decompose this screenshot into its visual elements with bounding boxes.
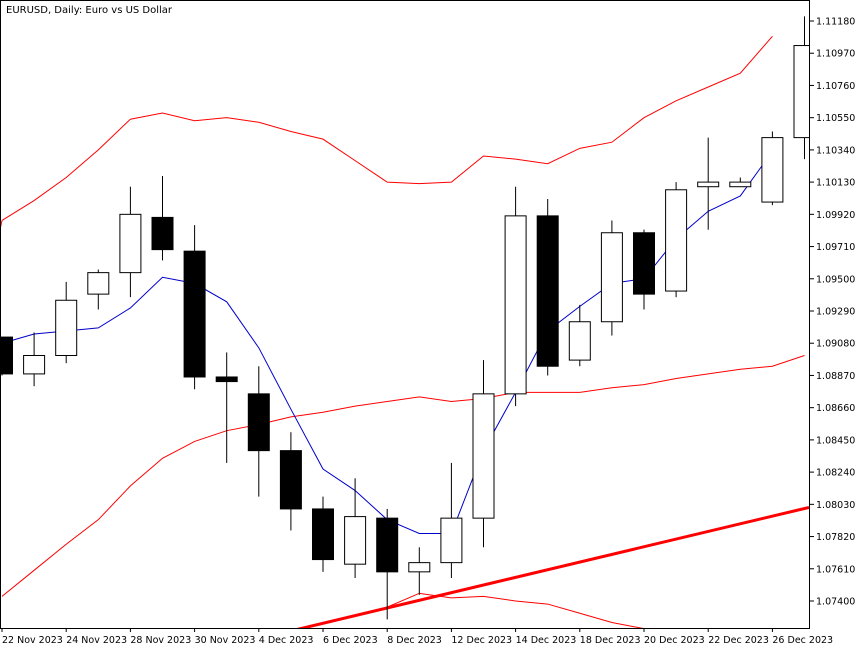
candle-body-bull (761, 137, 784, 203)
price-tick-label: 1.11180 (816, 17, 855, 28)
price-tick-label: 1.09290 (816, 307, 855, 318)
candle-body-bull (87, 272, 110, 295)
time-axis: 22 Nov 2023 24 Nov 2023 28 Nov 2023 30 Nov … (1, 628, 833, 646)
candle (793, 16, 809, 160)
price-tick-label: 1.08030 (816, 500, 855, 511)
chart-title: EURUSD, Daily: Euro vs US Dollar (6, 5, 173, 16)
candle (633, 229, 655, 310)
candle (697, 137, 720, 230)
candle-body-bull (472, 393, 495, 519)
candle-body-bull (119, 213, 142, 274)
price-tick-label: 1.10970 (816, 49, 855, 60)
candle-body-bull (55, 299, 78, 356)
candle-body-bull (600, 232, 623, 323)
time-tick-label: 12 Dec 2023 (451, 635, 512, 646)
price-tick-label: 1.09080 (816, 339, 855, 350)
candle (119, 186, 142, 298)
price-tick-label: 1.10550 (816, 113, 855, 124)
candle (568, 304, 591, 367)
candle-body-bear (312, 508, 334, 561)
candle (729, 177, 752, 188)
price-tick-label: 1.10130 (816, 178, 855, 189)
price-tick-label: 1.09500 (816, 274, 855, 285)
candle (215, 352, 238, 463)
candle (312, 496, 334, 572)
candles (0, 16, 809, 620)
candle (408, 547, 431, 595)
candle-body-bull (408, 562, 431, 573)
candle (87, 269, 110, 310)
time-tick-label: 4 Dec 2023 (259, 635, 314, 646)
candle (151, 175, 174, 261)
price-tick-label: 1.08870 (816, 371, 855, 382)
price-tick-label: 1.10760 (816, 81, 855, 92)
candle-body-bull (504, 215, 527, 395)
candle (279, 432, 302, 531)
bollinger-upper-band (1, 36, 773, 221)
candle-body-bull (697, 181, 720, 188)
time-tick-label: 28 Nov 2023 (130, 635, 191, 646)
price-tick-label: 1.09710 (816, 242, 855, 253)
candle (344, 478, 367, 578)
candle-body-bull (440, 517, 463, 564)
candle-body-bull (344, 516, 367, 565)
candle-body-bear (536, 215, 559, 367)
plot-frame (0, 0, 810, 629)
candle-body-bear (376, 517, 399, 573)
candle-body-bear (0, 336, 13, 375)
candle (504, 186, 527, 407)
candle-body-bear (215, 376, 238, 383)
time-tick-label: 8 Dec 2023 (387, 635, 442, 646)
candle-body-bull (793, 45, 809, 139)
price-tick-label: 1.08660 (816, 403, 855, 414)
time-tick-label: 30 Nov 2023 (195, 635, 256, 646)
candle (472, 360, 495, 548)
candle-body-bull (665, 189, 688, 292)
candle (23, 332, 46, 387)
candle-body-bull (729, 181, 752, 188)
candle (440, 462, 463, 578)
candle-body-bear (633, 232, 655, 295)
price-tick-label: 1.10340 (816, 145, 855, 156)
candle-body-bear (247, 393, 270, 452)
bollinger-lower-outer-band (387, 592, 644, 628)
price-tick-label: 1.08240 (816, 468, 855, 479)
trend-line (296, 505, 809, 628)
candle-body-bear (279, 450, 302, 510)
candle-body-bull (23, 354, 46, 375)
candle (247, 366, 270, 497)
time-tick-label: 14 Dec 2023 (516, 635, 577, 646)
candle (183, 225, 206, 390)
candle-body-bear (151, 216, 174, 251)
candle (665, 182, 688, 298)
candle (600, 220, 623, 336)
price-tick-label: 1.09920 (816, 210, 855, 221)
time-tick-label: 20 Dec 2023 (644, 635, 705, 646)
time-tick-label: 24 Nov 2023 (66, 635, 127, 646)
time-tick-label: 18 Dec 2023 (580, 635, 641, 646)
time-tick-label: 6 Dec 2023 (323, 635, 378, 646)
candle (376, 508, 399, 620)
time-tick-label: 22 Nov 2023 (2, 635, 63, 646)
candle-body-bull (568, 321, 591, 361)
time-tick-label: 26 Dec 2023 (772, 635, 833, 646)
price-tick-label: 1.07820 (816, 532, 855, 543)
bollinger-lower-band (1, 355, 805, 597)
price-tick-label: 1.07610 (816, 564, 855, 575)
price-tick-label: 1.08450 (816, 435, 855, 446)
candle (55, 281, 78, 364)
candle-body-bear (183, 250, 206, 378)
price-tick-label: 1.07400 (816, 597, 855, 608)
candle (761, 131, 784, 206)
candle (0, 336, 13, 376)
candle (536, 198, 559, 376)
price-axis: 1.11180 1.10970 1.10760 1.10550 1.10340 1.101… (809, 17, 855, 608)
time-tick-label: 22 Dec 2023 (708, 635, 769, 646)
